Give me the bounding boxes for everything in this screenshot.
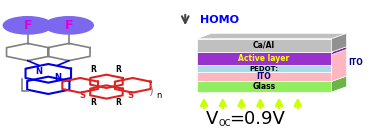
Polygon shape bbox=[332, 67, 347, 81]
Polygon shape bbox=[197, 65, 332, 72]
Text: Ca/Al: Ca/Al bbox=[253, 41, 275, 50]
Polygon shape bbox=[197, 76, 347, 81]
Text: n: n bbox=[156, 92, 162, 101]
Text: PEDOT:: PEDOT: bbox=[249, 66, 279, 72]
Polygon shape bbox=[332, 60, 347, 72]
Text: Active layer: Active layer bbox=[239, 54, 290, 63]
Text: R: R bbox=[115, 98, 121, 107]
Text: S: S bbox=[128, 92, 134, 101]
Text: ): ) bbox=[149, 86, 154, 98]
Polygon shape bbox=[197, 67, 347, 72]
Polygon shape bbox=[197, 47, 347, 52]
Circle shape bbox=[45, 17, 93, 34]
Polygon shape bbox=[197, 72, 332, 81]
Text: OC: OC bbox=[218, 119, 231, 129]
Text: F: F bbox=[65, 19, 73, 32]
Text: R: R bbox=[90, 65, 96, 74]
Polygon shape bbox=[332, 76, 347, 92]
Text: N: N bbox=[54, 73, 61, 82]
Text: S: S bbox=[79, 92, 85, 101]
Text: =0.9V: =0.9V bbox=[229, 110, 285, 128]
Circle shape bbox=[3, 17, 52, 34]
Polygon shape bbox=[332, 47, 347, 65]
Text: HOMO: HOMO bbox=[200, 15, 239, 25]
Polygon shape bbox=[332, 49, 347, 81]
Text: R: R bbox=[90, 98, 96, 107]
Text: R: R bbox=[115, 65, 121, 74]
Text: ITO: ITO bbox=[257, 72, 271, 81]
Polygon shape bbox=[197, 81, 332, 92]
Polygon shape bbox=[197, 60, 347, 65]
Text: V: V bbox=[206, 110, 218, 128]
Text: Glass: Glass bbox=[253, 82, 276, 91]
Text: N: N bbox=[36, 67, 42, 76]
Polygon shape bbox=[197, 33, 347, 39]
Polygon shape bbox=[332, 33, 347, 52]
Text: F: F bbox=[23, 19, 32, 32]
Polygon shape bbox=[197, 52, 332, 65]
Text: ITO: ITO bbox=[349, 58, 363, 67]
Polygon shape bbox=[197, 39, 332, 52]
